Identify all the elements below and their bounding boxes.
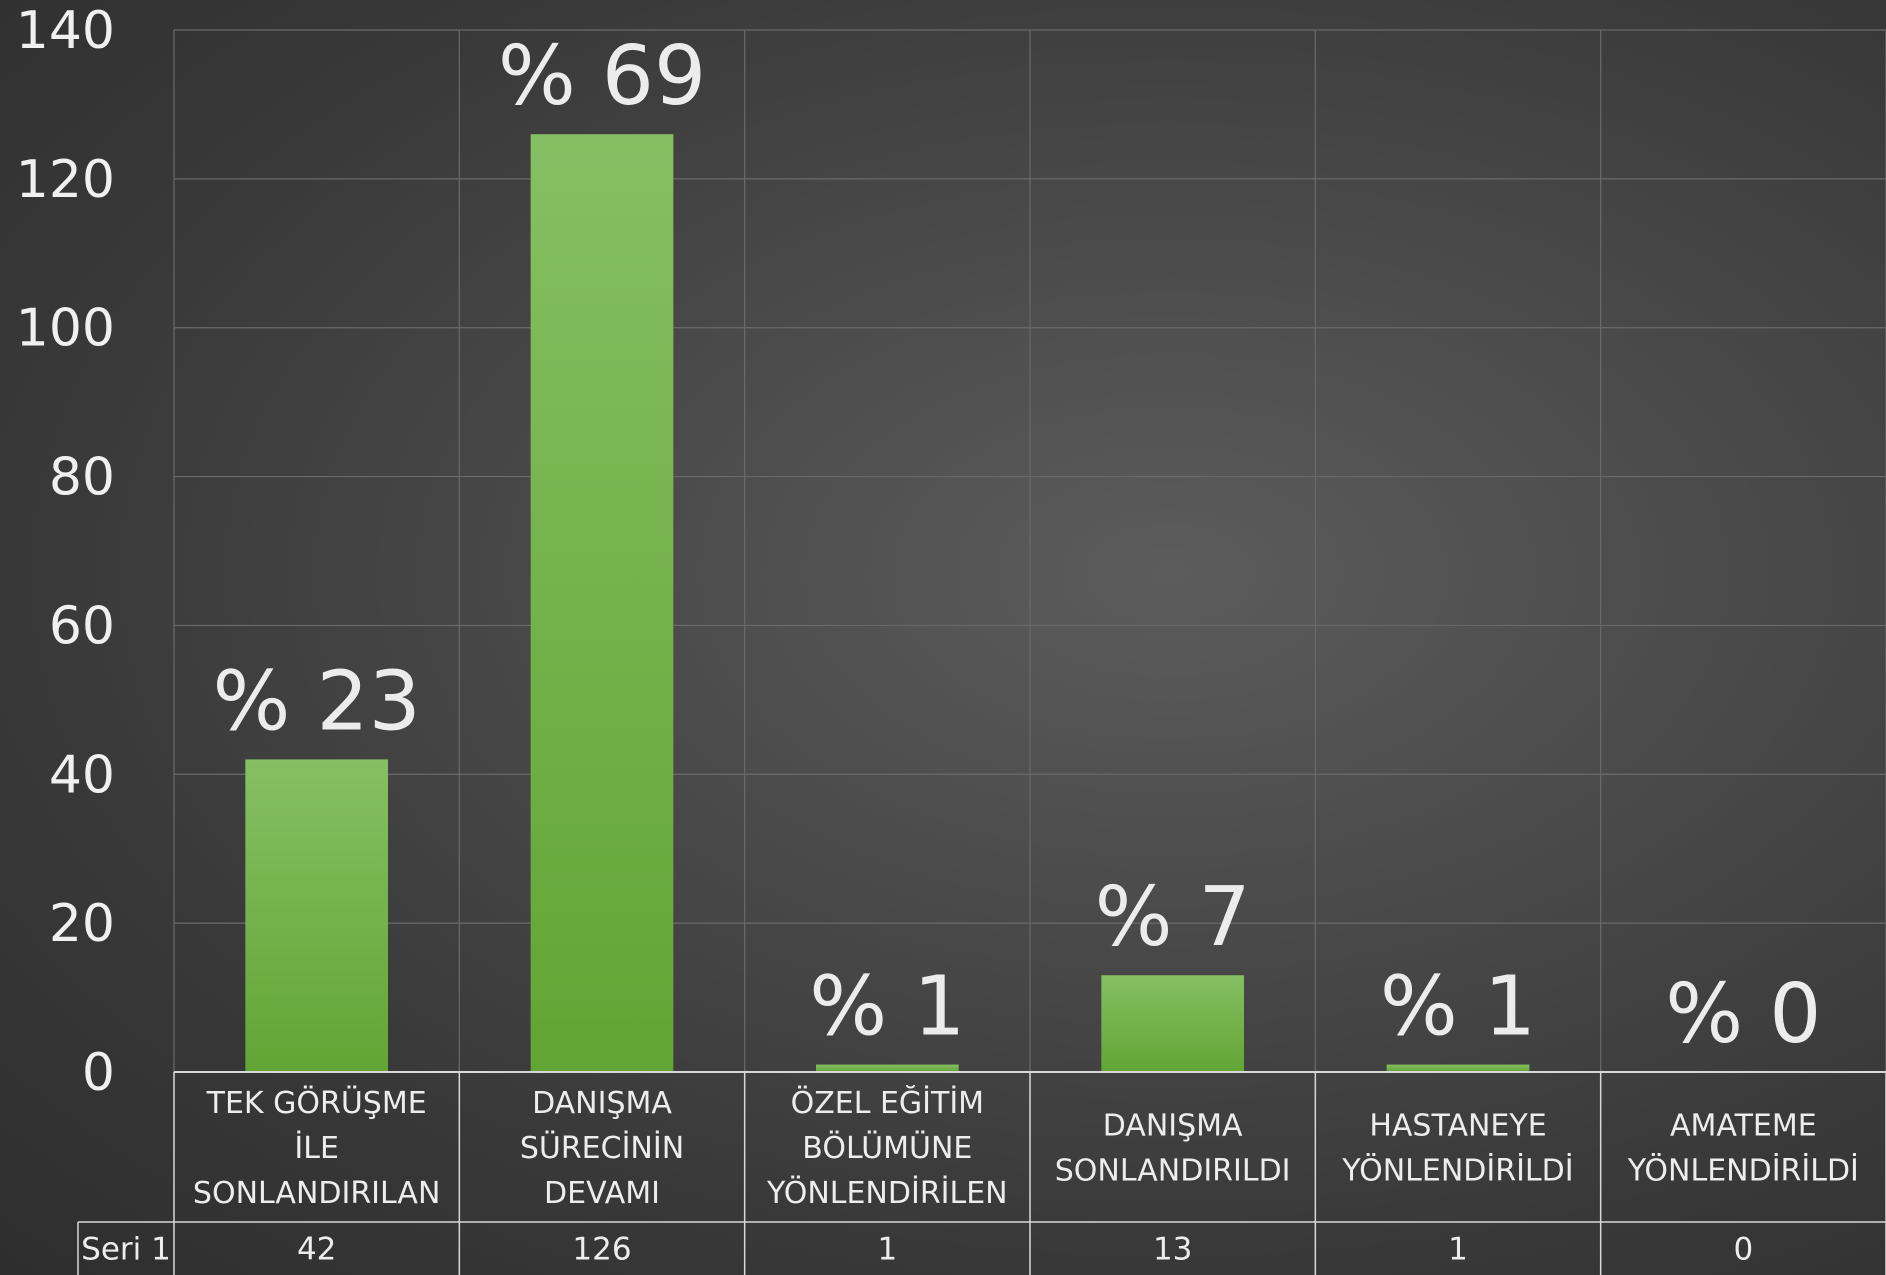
bar bbox=[245, 759, 388, 1072]
table-value: 42 bbox=[297, 1232, 336, 1268]
data-label: % 1 bbox=[809, 960, 965, 1055]
y-tick-label: 140 bbox=[16, 1, 115, 61]
table-value: 13 bbox=[1153, 1232, 1192, 1268]
data-label: % 7 bbox=[1095, 870, 1251, 965]
bars bbox=[245, 134, 1530, 1072]
table-value: 1 bbox=[877, 1232, 897, 1268]
y-tick-label: 20 bbox=[49, 894, 115, 954]
x-tick-label: ÖZEL EĞİTİM BÖLÜMÜNE YÖNLENDİRİLEN bbox=[766, 1084, 1008, 1211]
bar bbox=[530, 134, 674, 1072]
bar bbox=[1386, 1064, 1530, 1072]
table-value: 0 bbox=[1733, 1232, 1753, 1268]
data-label: % 1 bbox=[1380, 960, 1536, 1055]
x-tick-label: DANIŞMA SÜRECİNİN DEVAMI bbox=[520, 1086, 684, 1211]
x-tick-label: DANIŞMA SONLANDIRILDI bbox=[1055, 1109, 1291, 1189]
y-tick-label: 100 bbox=[16, 299, 115, 359]
data-label: % 69 bbox=[498, 29, 706, 124]
y-tick-label: 0 bbox=[82, 1043, 115, 1103]
gridlines bbox=[173, 29, 1886, 1072]
data-labels: % 23 % 69 % 1 % 7 % 1 % 0 bbox=[213, 29, 1822, 1062]
x-tick-label: AMATEME YÖNLENDİRİLDİ bbox=[1627, 1109, 1859, 1189]
y-tick-label: 120 bbox=[16, 150, 115, 210]
bar bbox=[816, 1064, 959, 1072]
table-value: 1 bbox=[1448, 1232, 1468, 1268]
y-tick-label: 60 bbox=[49, 596, 115, 656]
data-label: % 0 bbox=[1665, 967, 1821, 1062]
y-tick-label: 80 bbox=[49, 448, 115, 508]
y-tick-label: 40 bbox=[49, 745, 115, 805]
x-tick-label: TEK GÖRÜŞME İLE SONLANDIRILAN bbox=[193, 1085, 440, 1211]
table-value: 126 bbox=[572, 1232, 631, 1268]
bar bbox=[1101, 975, 1244, 1072]
data-table: TEK GÖRÜŞME İLE SONLANDIRILAN DANIŞMA SÜRECİ… bbox=[77, 1071, 1886, 1275]
x-tick-label: HASTANEYE YÖNLENDİRİLDİ bbox=[1341, 1109, 1573, 1189]
series-name: Seri 1 bbox=[81, 1232, 171, 1268]
data-label: % 23 bbox=[213, 654, 421, 749]
y-axis: 0 20 40 60 80 100 120 140 bbox=[16, 1, 115, 1103]
